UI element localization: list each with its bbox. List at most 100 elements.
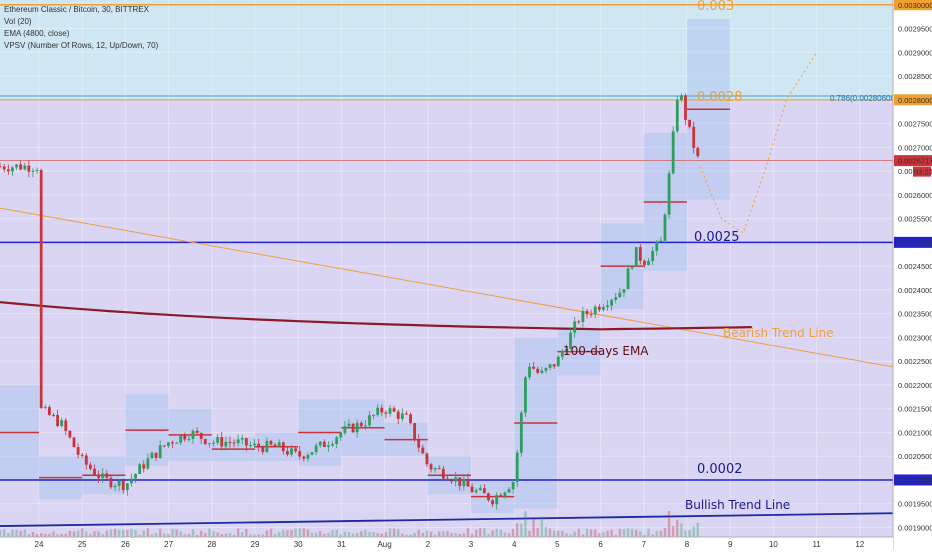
volume-bar [200,530,203,537]
volume-bar [692,526,695,537]
volume-bar [314,532,318,537]
time-axis[interactable] [0,537,893,550]
volume-bar [208,528,211,537]
level-label-0.0025: 0.0025 [694,230,740,245]
candle-body [474,490,478,493]
volume-bar [388,528,392,537]
candle-body [6,169,10,172]
volume-bar [31,531,35,537]
candle-body [294,448,298,452]
bullish-trend-line[interactable] [0,512,894,527]
volume-bar [360,531,363,537]
volume-bar [27,534,31,537]
volume-bar [651,534,654,537]
volume-bar [171,529,174,537]
candle-body [191,430,195,439]
volume-bar [663,528,667,537]
candle-body [671,131,675,174]
candle-body [495,494,499,505]
candle-body [450,480,453,482]
volume-bar [351,533,355,537]
volume-bar [97,531,100,537]
candle-body [688,119,691,127]
volume-bar [635,529,638,537]
candle-body [511,481,515,490]
volume-bar [552,530,556,537]
volume-bar [236,528,240,537]
volume-bar [557,530,560,537]
candle-body [606,305,609,308]
volume-bar [146,528,150,537]
indicator-ema[interactable]: EMA (4800, close) [4,29,70,38]
volume-bar [536,527,539,537]
candle-body [499,494,503,497]
x-tick-label: 26 [121,540,130,549]
volume-bar [76,530,80,537]
bearish-trend-line[interactable] [0,207,894,368]
x-tick-label: 4 [512,540,517,549]
candle-body [216,437,220,443]
candle-body [265,440,269,453]
candle-body [117,480,121,486]
volume-bar [228,533,232,537]
volume-bar [688,529,691,537]
volume-bar [548,528,552,537]
volume-bar [470,533,474,537]
indicator-vol[interactable]: Vol (20) [4,17,32,26]
ema-100-line[interactable] [0,301,752,331]
candle-body [43,407,47,409]
badge-0.0025-bg [894,236,932,248]
volume-bar [479,528,482,537]
volume-bar [376,533,379,537]
x-tick-label: 6 [598,540,603,549]
candle-body [306,454,310,459]
volume-bar [495,528,498,537]
candle-body [339,432,343,438]
ema-label: 100-days EMA [563,344,649,358]
volume-bar [384,532,388,537]
candle-body [519,412,523,453]
candle-body [76,447,80,455]
candle-body [618,292,622,298]
candle-body [466,478,470,487]
price-axis[interactable] [893,0,932,550]
candle-body [405,413,408,415]
candle-body [565,348,568,352]
volume-bar [524,511,527,537]
candle-body [109,477,113,488]
candle-body [101,473,105,479]
indicator-vpsv[interactable]: VPSV (Number Of Rows, 12, Up/Down, 70) [4,41,159,50]
candle-body [11,167,14,172]
candle-body [536,368,540,373]
volume-bar [569,534,572,537]
volume-bar [565,533,568,537]
volume-bar [429,531,433,537]
candle-body [585,311,589,315]
candle-body [142,464,146,469]
candle-body [224,441,228,447]
candle-body [638,247,642,261]
volume-bar [117,530,121,537]
candle-body [659,240,663,242]
candle-body [2,166,6,170]
candle-body [454,477,458,482]
x-tick-label: 5 [555,540,560,549]
volume-bar [52,531,55,537]
candle-body [528,366,531,378]
candle-body [175,442,178,444]
volume-bar [561,530,564,537]
volume-bar [696,522,699,537]
candle-body [277,442,281,447]
level-label-0.0028: 0.0028 [697,90,743,105]
candle-body [244,438,248,446]
volume-bar [113,528,117,537]
x-tick-label: 27 [164,540,173,549]
candle-body [125,483,129,491]
volume-bar [368,532,371,537]
volume-bar [224,533,228,537]
